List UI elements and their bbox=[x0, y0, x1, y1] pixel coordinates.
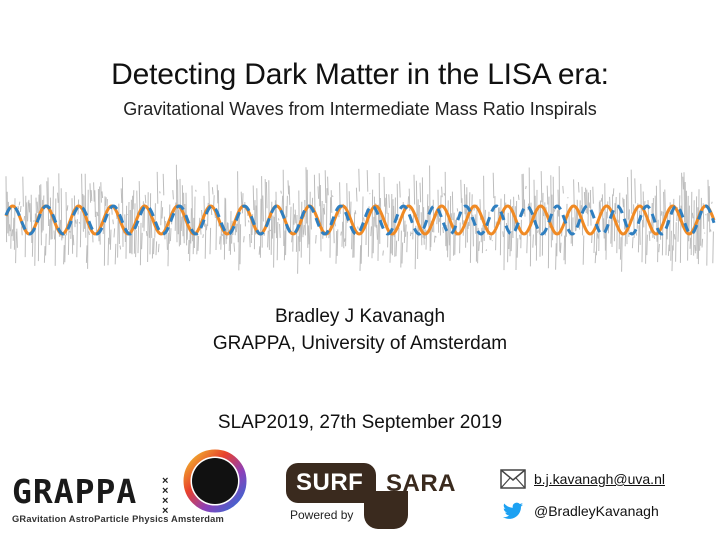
surf-wordmark: SURF bbox=[296, 469, 364, 496]
waveform-illustration bbox=[4, 164, 716, 274]
author-name: Bradley J Kavanagh bbox=[274, 306, 446, 327]
grappa-logo: GRAPPA × × × × GRavitation AstroParticle Ph… bbox=[10, 448, 250, 532]
noise-strain bbox=[5, 164, 714, 274]
grappa-wordmark: GRAPPA bbox=[12, 472, 138, 511]
twitter-row[interactable]: @BradleyKavanagh bbox=[500, 500, 659, 522]
black-hole-ring-icon bbox=[183, 449, 247, 513]
powered-by-label: Powered by bbox=[290, 508, 354, 522]
sara-wordmark: SARA bbox=[386, 470, 457, 497]
envelope-icon bbox=[500, 469, 526, 489]
contact-block: b.j.kavanagh@uva.nl @BradleyKavanagh bbox=[500, 468, 710, 534]
grappa-tagline: GRavitation AstroParticle Physics Amster… bbox=[12, 514, 224, 524]
slide-subtitle: Gravitational Waves from Intermediate Ma… bbox=[123, 99, 597, 119]
affiliation: GRAPPA, University of Amsterdam bbox=[212, 333, 508, 354]
slide-title: Detecting Dark Matter in the LISA era: bbox=[111, 58, 609, 91]
conference-info: SLAP2019, 27th September 2019 bbox=[217, 412, 503, 433]
surfsara-logo: SURF SARA Powered by bbox=[286, 463, 456, 529]
signal-wave-dashed bbox=[4, 204, 716, 236]
email-link[interactable]: b.j.kavanagh@uva.nl bbox=[534, 471, 665, 487]
email-row[interactable]: b.j.kavanagh@uva.nl bbox=[500, 468, 665, 490]
grappa-x-marks-icon: × × × × bbox=[162, 475, 169, 517]
twitter-bird-icon bbox=[502, 502, 524, 519]
noise-trace bbox=[5, 164, 714, 274]
twitter-handle[interactable]: @BradleyKavanagh bbox=[534, 503, 659, 519]
